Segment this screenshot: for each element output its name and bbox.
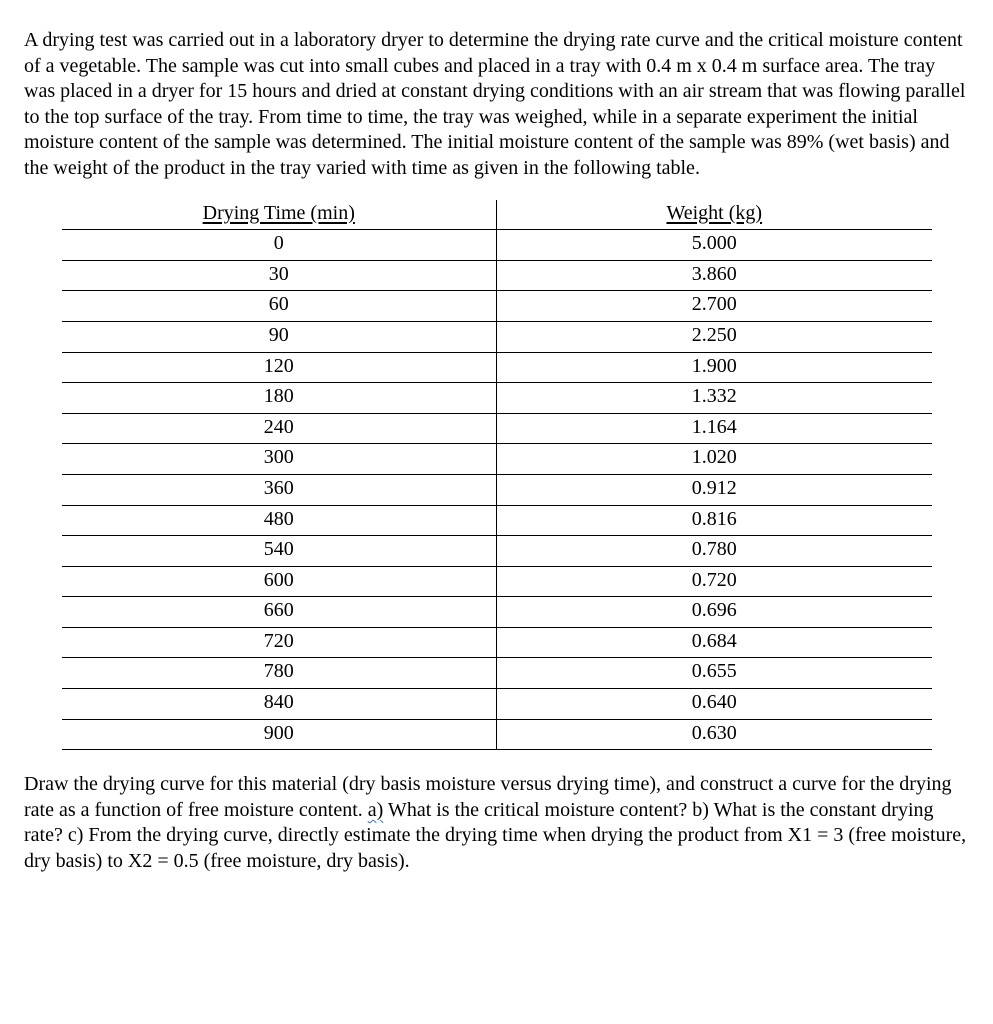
table-cell: 90 (62, 321, 497, 352)
table-cell: 0.684 (497, 627, 932, 658)
table-cell: 2.700 (497, 291, 932, 322)
table-cell: 660 (62, 597, 497, 628)
table-cell: 0.780 (497, 536, 932, 567)
table-row: 602.700 (62, 291, 932, 322)
table-row: 3600.912 (62, 474, 932, 505)
table-body: 05.000303.860602.700902.2501201.9001801.… (62, 230, 932, 750)
table-cell: 0.630 (497, 719, 932, 750)
table-cell: 840 (62, 689, 497, 720)
table-row: 902.250 (62, 321, 932, 352)
table-cell: 0.816 (497, 505, 932, 536)
table-cell: 720 (62, 627, 497, 658)
table-row: 6600.696 (62, 597, 932, 628)
table-cell: 480 (62, 505, 497, 536)
table-row: 5400.780 (62, 536, 932, 567)
table-cell: 3.860 (497, 260, 932, 291)
table-row: 3001.020 (62, 444, 932, 475)
table-cell: 360 (62, 474, 497, 505)
table-header-row: Drying Time (min) Weight (kg) (62, 200, 932, 230)
table-row: 1801.332 (62, 383, 932, 414)
table-cell: 1.164 (497, 413, 932, 444)
table-row: 303.860 (62, 260, 932, 291)
table-row: 05.000 (62, 230, 932, 261)
table-cell: 600 (62, 566, 497, 597)
table-cell: 780 (62, 658, 497, 689)
col-header-weight: Weight (kg) (497, 200, 932, 230)
table-cell: 0.720 (497, 566, 932, 597)
table-cell: 5.000 (497, 230, 932, 261)
table-row: 6000.720 (62, 566, 932, 597)
table-row: 2401.164 (62, 413, 932, 444)
table-row: 4800.816 (62, 505, 932, 536)
table-cell: 30 (62, 260, 497, 291)
table-cell: 900 (62, 719, 497, 750)
table-cell: 0.655 (497, 658, 932, 689)
table-row: 1201.900 (62, 352, 932, 383)
table-cell: 1.900 (497, 352, 932, 383)
table-cell: 300 (62, 444, 497, 475)
table-cell: 1.020 (497, 444, 932, 475)
problem-statement: A drying test was carried out in a labor… (24, 28, 969, 182)
drying-data-table: Drying Time (min) Weight (kg) 05.000303.… (62, 200, 932, 751)
table-row: 7800.655 (62, 658, 932, 689)
question-a-label: a) (368, 799, 384, 821)
table-cell: 0 (62, 230, 497, 261)
table-cell: 2.250 (497, 321, 932, 352)
table-row: 8400.640 (62, 689, 932, 720)
table-cell: 0.640 (497, 689, 932, 720)
table-cell: 60 (62, 291, 497, 322)
table-row: 9000.630 (62, 719, 932, 750)
data-table-container: Drying Time (min) Weight (kg) 05.000303.… (62, 200, 932, 751)
table-cell: 1.332 (497, 383, 932, 414)
table-cell: 240 (62, 413, 497, 444)
col-header-time: Drying Time (min) (62, 200, 497, 230)
question-paragraph: Draw the drying curve for this material … (24, 772, 969, 874)
table-cell: 120 (62, 352, 497, 383)
table-cell: 0.696 (497, 597, 932, 628)
table-cell: 0.912 (497, 474, 932, 505)
table-cell: 180 (62, 383, 497, 414)
table-cell: 540 (62, 536, 497, 567)
table-row: 7200.684 (62, 627, 932, 658)
